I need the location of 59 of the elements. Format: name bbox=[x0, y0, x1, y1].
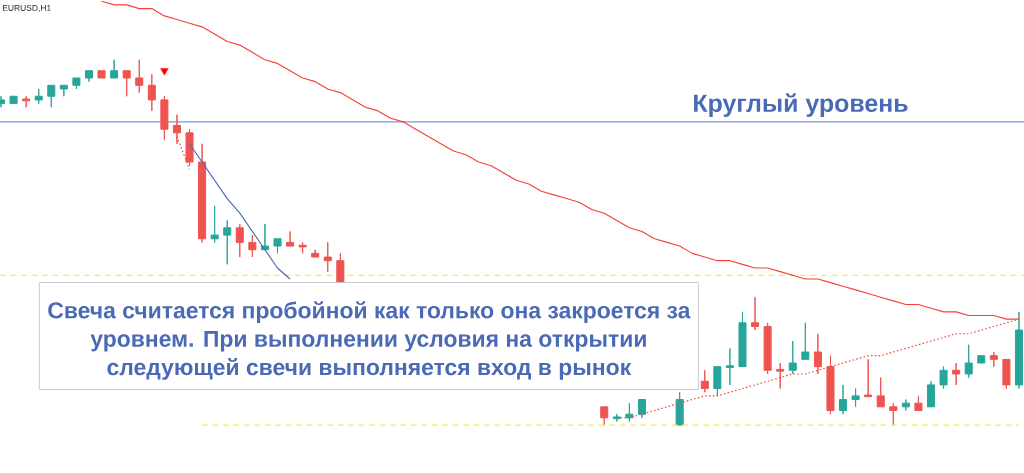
candlestick bbox=[135, 59, 144, 94]
candlestick bbox=[738, 311, 747, 368]
candlestick bbox=[97, 70, 106, 79]
candlestick bbox=[198, 143, 207, 243]
candlestick bbox=[160, 95, 169, 141]
candlestick bbox=[713, 366, 722, 397]
candlestick bbox=[964, 344, 973, 379]
candlestick bbox=[323, 241, 332, 273]
candlestick bbox=[59, 84, 68, 97]
candlestick bbox=[813, 333, 822, 375]
candlestick bbox=[977, 355, 986, 364]
candlestick bbox=[989, 351, 998, 368]
candlestick bbox=[826, 355, 835, 415]
candlestick bbox=[801, 322, 810, 360]
candlestick bbox=[952, 362, 961, 386]
candlestick bbox=[612, 413, 621, 422]
candlestick bbox=[223, 219, 232, 265]
candlestick bbox=[1014, 311, 1023, 390]
chart-title: EURUSD,H1 bbox=[2, 4, 51, 12]
candlestick bbox=[901, 399, 910, 411]
candlestick bbox=[637, 399, 646, 419]
candlestick bbox=[876, 377, 885, 408]
candlestick bbox=[776, 362, 785, 390]
candlestick bbox=[273, 238, 282, 254]
ref-line-label: Круглый уровень bbox=[694, 93, 908, 118]
candlestick bbox=[914, 395, 923, 411]
candlestick bbox=[298, 241, 307, 254]
candlestick bbox=[939, 366, 948, 390]
candlestick bbox=[235, 223, 244, 258]
candlestick bbox=[839, 384, 848, 415]
candlestick bbox=[172, 114, 181, 145]
candlestick bbox=[600, 406, 609, 426]
candlestick bbox=[751, 296, 760, 331]
candlestick bbox=[763, 322, 772, 375]
candlestick bbox=[122, 70, 131, 97]
candlestick bbox=[72, 77, 81, 90]
candlestick bbox=[147, 73, 156, 112]
candlestick bbox=[248, 234, 257, 258]
candlestick bbox=[725, 347, 734, 386]
candlestick bbox=[22, 95, 31, 108]
candlestick bbox=[700, 369, 709, 393]
candlestick bbox=[675, 391, 684, 426]
candlestick bbox=[110, 59, 119, 79]
candlestick bbox=[889, 402, 898, 426]
candlestick bbox=[9, 95, 18, 105]
candlestick bbox=[47, 84, 56, 108]
candlestick bbox=[311, 249, 320, 258]
candlestick bbox=[34, 88, 43, 105]
candlestick bbox=[336, 252, 345, 284]
annotation: Свеча считается пробойной как только она закроется за уровнем. При выполнении условия на открытии следующей свечи выполняется вход в рынок bbox=[48, 301, 691, 380]
candlestick bbox=[286, 230, 295, 247]
candlestick bbox=[851, 388, 860, 408]
candlestick bbox=[210, 205, 219, 243]
candlestick bbox=[926, 380, 936, 408]
candlestick bbox=[84, 70, 93, 83]
candlestick bbox=[1002, 358, 1011, 390]
candlestick bbox=[185, 128, 194, 167]
candlestick bbox=[864, 358, 873, 398]
candlestick bbox=[788, 340, 797, 375]
